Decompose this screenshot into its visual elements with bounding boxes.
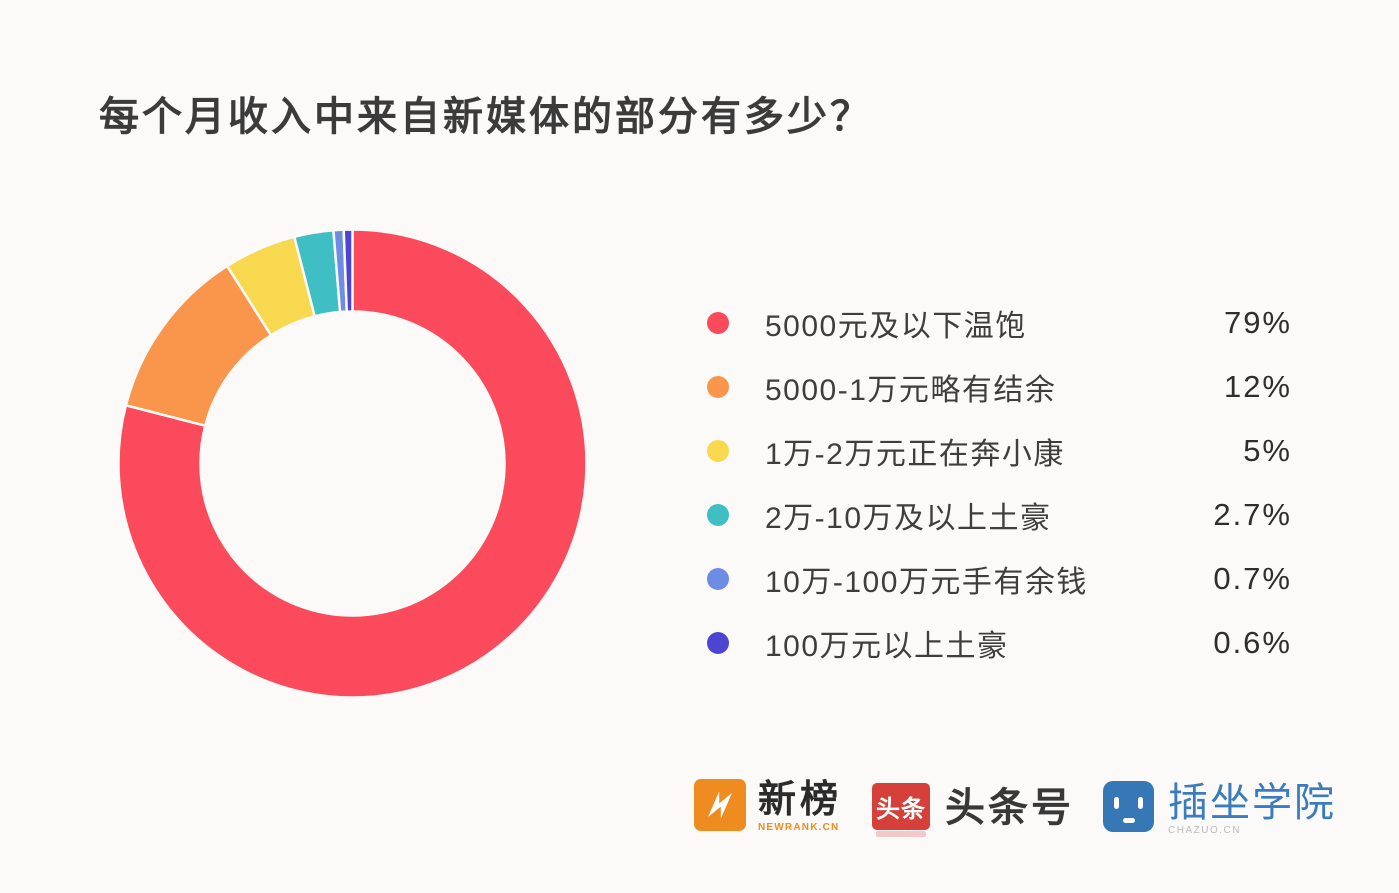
toutiao-logo: 头条 头条号 (872, 783, 1074, 837)
legend-label: 10万-100万元手有余钱 (765, 566, 1088, 599)
legend-dot-icon (707, 568, 729, 590)
legend-item: 2万-10万及以上土豪 2.7% (707, 492, 1292, 538)
legend-item: 10万-100万元手有余钱 0.7% (707, 556, 1292, 602)
chazuo-logo-subtext: CHAZUO.CN (1168, 825, 1241, 836)
newrank-logo-subtext: NEWRANK.CN (758, 822, 840, 833)
donut-slice (117, 228, 588, 699)
toutiao-badge-strip (876, 831, 926, 837)
legend-value: 5% (1243, 433, 1292, 468)
legend-item: 5000元及以下温饱 79% (707, 300, 1292, 346)
legend-value: 2.7% (1213, 497, 1292, 532)
legend-value: 12% (1223, 369, 1292, 404)
legend-value: 79% (1223, 305, 1292, 340)
legend-label: 100万元以上土豪 (765, 630, 1009, 663)
donut-chart-container (112, 223, 593, 704)
donut-chart (117, 228, 588, 699)
legend-value: 0.7% (1213, 561, 1292, 596)
legend-label: 5000-1万元略有结余 (765, 374, 1057, 407)
legend-item: 100万元以上土豪 0.6% (707, 620, 1292, 666)
legend-label: 2万-10万及以上土豪 (765, 502, 1052, 535)
legend-dot-icon (707, 376, 729, 398)
newrank-lightning-n-icon (694, 779, 746, 831)
legend-dot-icon (707, 504, 729, 526)
chazuo-socket-face-icon (1103, 781, 1154, 832)
chart-legend: 5000元及以下温饱 79% 5000-1万元略有结余 12% 1万-2万元正在… (707, 300, 1292, 684)
legend-value: 0.6% (1213, 625, 1292, 660)
toutiao-badge-text: 头条 (876, 796, 926, 823)
toutiao-logo-text: 头条号 (945, 786, 1074, 830)
legend-dot-icon (707, 632, 729, 654)
legend-dot-icon (707, 440, 729, 462)
legend-label: 1万-2万元正在奔小康 (765, 438, 1065, 471)
legend-item: 1万-2万元正在奔小康 5% (707, 428, 1292, 474)
newrank-logo-text: 新榜 (758, 779, 843, 821)
donut-slice (342, 228, 354, 313)
chart-title: 每个月收入中来自新媒体的部分有多少？ (99, 95, 873, 139)
newrank-logo: 新榜 NEWRANK.CN (694, 779, 842, 833)
legend-item: 5000-1万元略有结余 12% (707, 364, 1292, 410)
chazuo-logo-text: 插坐学院 (1168, 781, 1336, 825)
toutiao-badge-icon: 头条 (872, 783, 930, 837)
legend-dot-icon (707, 312, 729, 334)
legend-label: 5000元及以下温饱 (765, 310, 1027, 343)
chazuo-logo: 插坐学院 CHAZUO.CN (1103, 781, 1336, 836)
